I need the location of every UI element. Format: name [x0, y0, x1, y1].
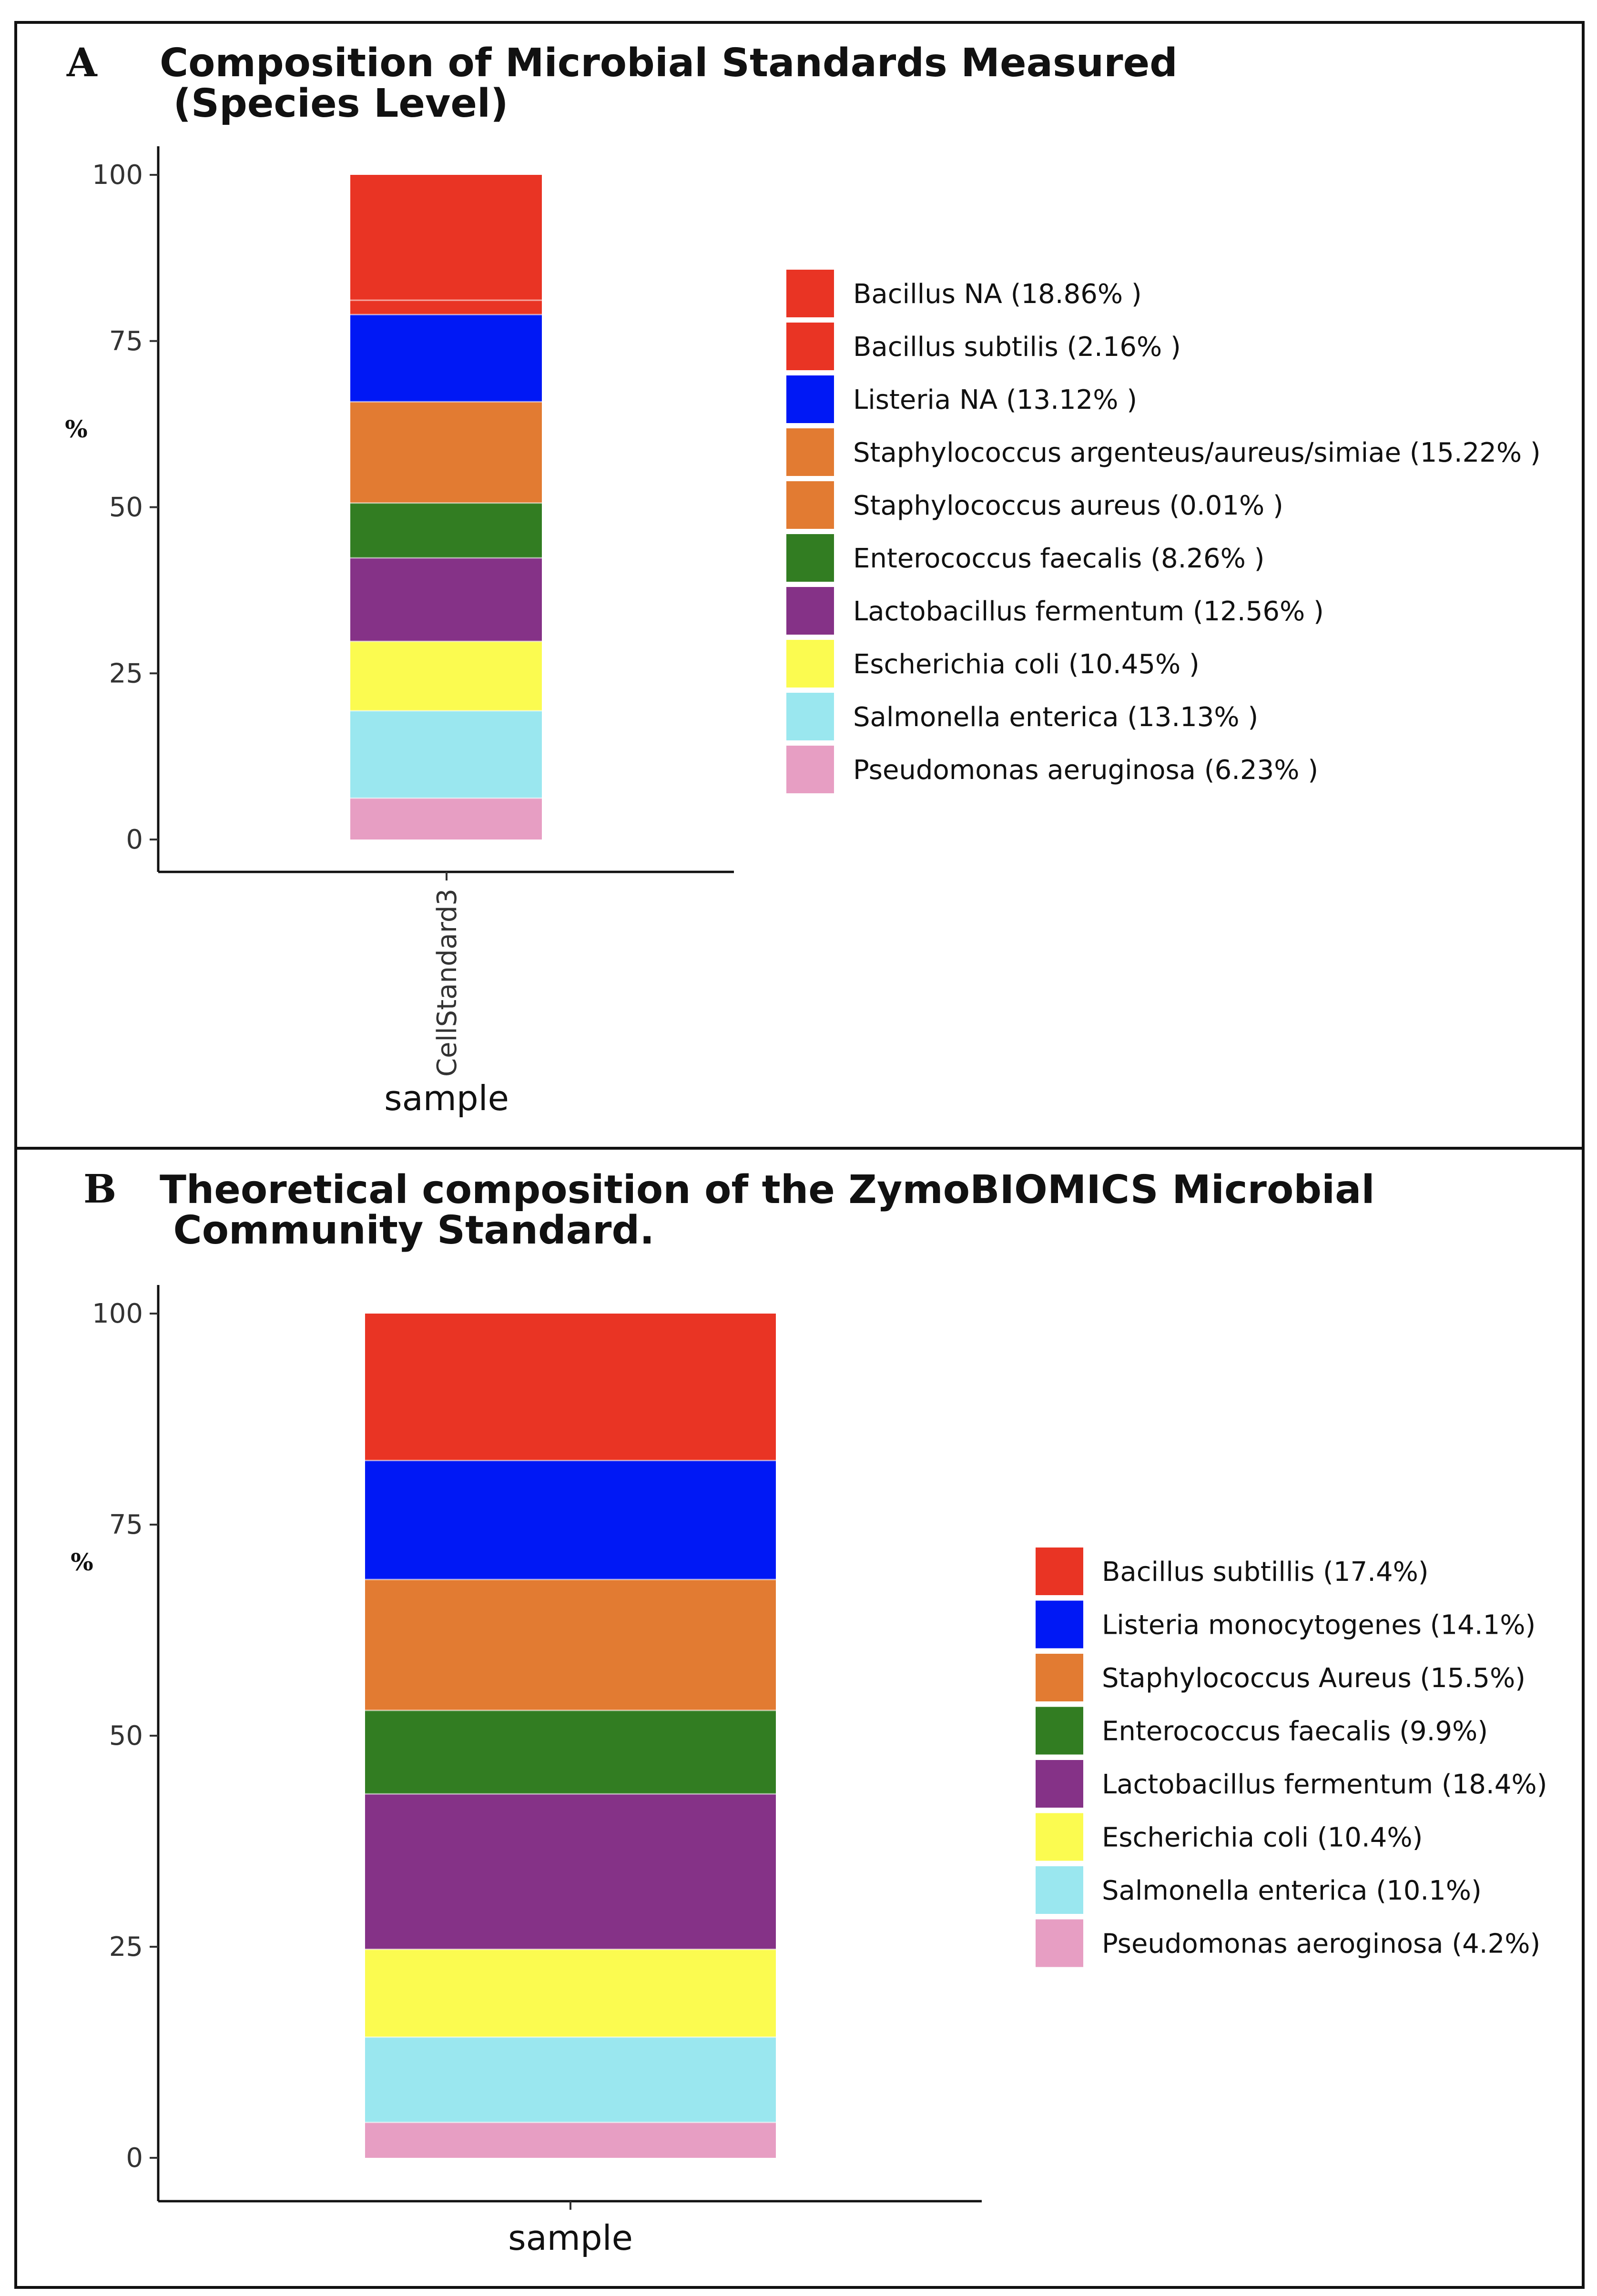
panel-b-legend-label: Escherichia coli (10.4%) — [1102, 1822, 1423, 1853]
panel-a-chart: A Composition of Microbial Standards Meas… — [65, 40, 1541, 1118]
panel-b-legend-swatch — [1036, 1813, 1083, 1861]
panel-a-bar-segment — [350, 798, 542, 840]
panel-a-legend-label: Enterococcus faecalis (8.26% ) — [853, 543, 1265, 574]
panel-b-legend-label: Listeria monocytogenes (14.1%) — [1102, 1610, 1536, 1641]
panel-b-chart: B Theoretical composition of the ZymoBIOM… — [71, 1166, 1547, 2258]
panel-a-bar-segment — [350, 557, 542, 642]
panel-a-legend-label: Lactobacillus fermentum (12.56% ) — [853, 596, 1324, 627]
panel-a-legend-swatch — [786, 587, 834, 635]
panel-b-bar-segment — [365, 1794, 776, 1950]
panel-b-legend-swatch — [1036, 1600, 1083, 1649]
panel-b-y-tick-label: 100 — [92, 1298, 143, 1329]
panel-divider — [14, 1147, 1585, 1150]
panel-a-bar-segment — [350, 503, 542, 558]
panel-b-legend-swatch — [1036, 1866, 1083, 1914]
panel-b-y-tick-label: 50 — [109, 1720, 143, 1751]
panel-b-legend-swatch — [1036, 1548, 1083, 1595]
panel-b-legend-label: Lactobacillus fermentum (18.4%) — [1102, 1769, 1547, 1800]
panel-a-title-line: (Species Level) — [160, 81, 509, 126]
panel-b-bar-segment — [365, 1710, 776, 1794]
panel-b-bar-segment — [365, 1949, 776, 2037]
panel-a-y-tick-label: 100 — [92, 160, 143, 191]
panel-a-legend-swatch — [786, 375, 834, 423]
panel-b-legend-swatch — [1036, 1707, 1083, 1755]
panel-a-bar-segment — [350, 175, 542, 301]
panel-a-bar-segment — [350, 402, 542, 503]
panel-b-y-tick-label: 0 — [126, 2143, 143, 2174]
panel-b-legend-label: Bacillus subtillis (17.4%) — [1102, 1557, 1429, 1588]
panel-a-y-tick-label: 0 — [126, 824, 143, 855]
panel-a-bar-segment — [350, 641, 542, 711]
panel-b-bar-segment — [365, 1460, 776, 1580]
panel-a-legend-label: Pseudomonas aeruginosa (6.23% ) — [853, 755, 1318, 786]
panel-b-bar-segment — [365, 1314, 776, 1461]
panel-b-title-line: Community Standard. — [160, 1208, 654, 1253]
panel-a-x-tick-label: CellStandard3 — [432, 889, 463, 1077]
panel-b-x-axis-label: sample — [508, 2218, 633, 2258]
panel-a-bar-segment — [350, 710, 542, 799]
panel-a-legend-label: Escherichia coli (10.45% ) — [853, 649, 1200, 680]
panel-a-legend-swatch — [786, 640, 834, 688]
panel-a-legend-label: Staphylococcus aureus (0.01% ) — [853, 490, 1283, 521]
panel-a-legend-label: Bacillus NA (18.86% ) — [853, 279, 1142, 310]
panel-b-bar-segment — [365, 1579, 776, 1710]
panel-b-legend-swatch — [1036, 1760, 1083, 1808]
panel-a-legend-swatch — [786, 270, 834, 317]
panel-b-legend-swatch — [1036, 1919, 1083, 1967]
panel-b-y-tick-label: 75 — [109, 1509, 143, 1540]
panel-a-bar-segment — [350, 300, 542, 315]
panel-a-x-axis-label: sample — [384, 1078, 509, 1118]
panel-a-legend-swatch — [786, 323, 834, 370]
panel-a-y-tick-label: 25 — [109, 658, 143, 689]
panel-a-bar-segment — [350, 314, 542, 402]
figure-frame — [14, 21, 1585, 2289]
panel-a-label: A — [66, 40, 98, 86]
panel-a-legend-swatch — [786, 534, 834, 582]
panel-a-y-tick-label: 75 — [109, 326, 143, 357]
panel-a-legend-label: Listeria NA (13.12% ) — [853, 384, 1137, 415]
panel-a-legend-swatch — [786, 428, 834, 476]
panel-a-y-axis-label: % — [65, 415, 88, 443]
panel-b-legend-label: Salmonella enterica (10.1%) — [1102, 1875, 1482, 1906]
panel-a-legend-label: Salmonella enterica (13.13% ) — [853, 702, 1258, 733]
panel-b-legend-label: Staphylococcus Aureus (15.5%) — [1102, 1663, 1526, 1694]
panel-a-legend-swatch — [786, 746, 834, 793]
panel-a-y-tick-label: 50 — [109, 492, 143, 523]
panel-a-legend-swatch — [786, 481, 834, 529]
panel-b-legend-label: Pseudomonas aeroginosa (4.2%) — [1102, 1929, 1540, 1960]
panel-b-bar-segment — [365, 2122, 776, 2158]
panel-a-legend-label: Staphylococcus argenteus/aureus/simiae (… — [853, 437, 1541, 468]
panel-b-y-tick-label: 25 — [109, 1932, 143, 1962]
panel-b-legend-label: Enterococcus faecalis (9.9%) — [1102, 1716, 1488, 1747]
panel-a-title-line: Composition of Microbial Standards Measu… — [160, 40, 1178, 86]
panel-b-title-line: Theoretical composition of the ZymoBIOMI… — [160, 1167, 1375, 1213]
panel-a-legend-swatch — [786, 693, 834, 740]
panel-a-legend-label: Bacillus subtilis (2.16% ) — [853, 332, 1181, 363]
panel-b-legend-swatch — [1036, 1654, 1083, 1701]
panel-b-y-axis-label: % — [71, 1548, 93, 1576]
panel-b-bar-segment — [365, 2037, 776, 2123]
panel-b-label: B — [83, 1166, 116, 1212]
